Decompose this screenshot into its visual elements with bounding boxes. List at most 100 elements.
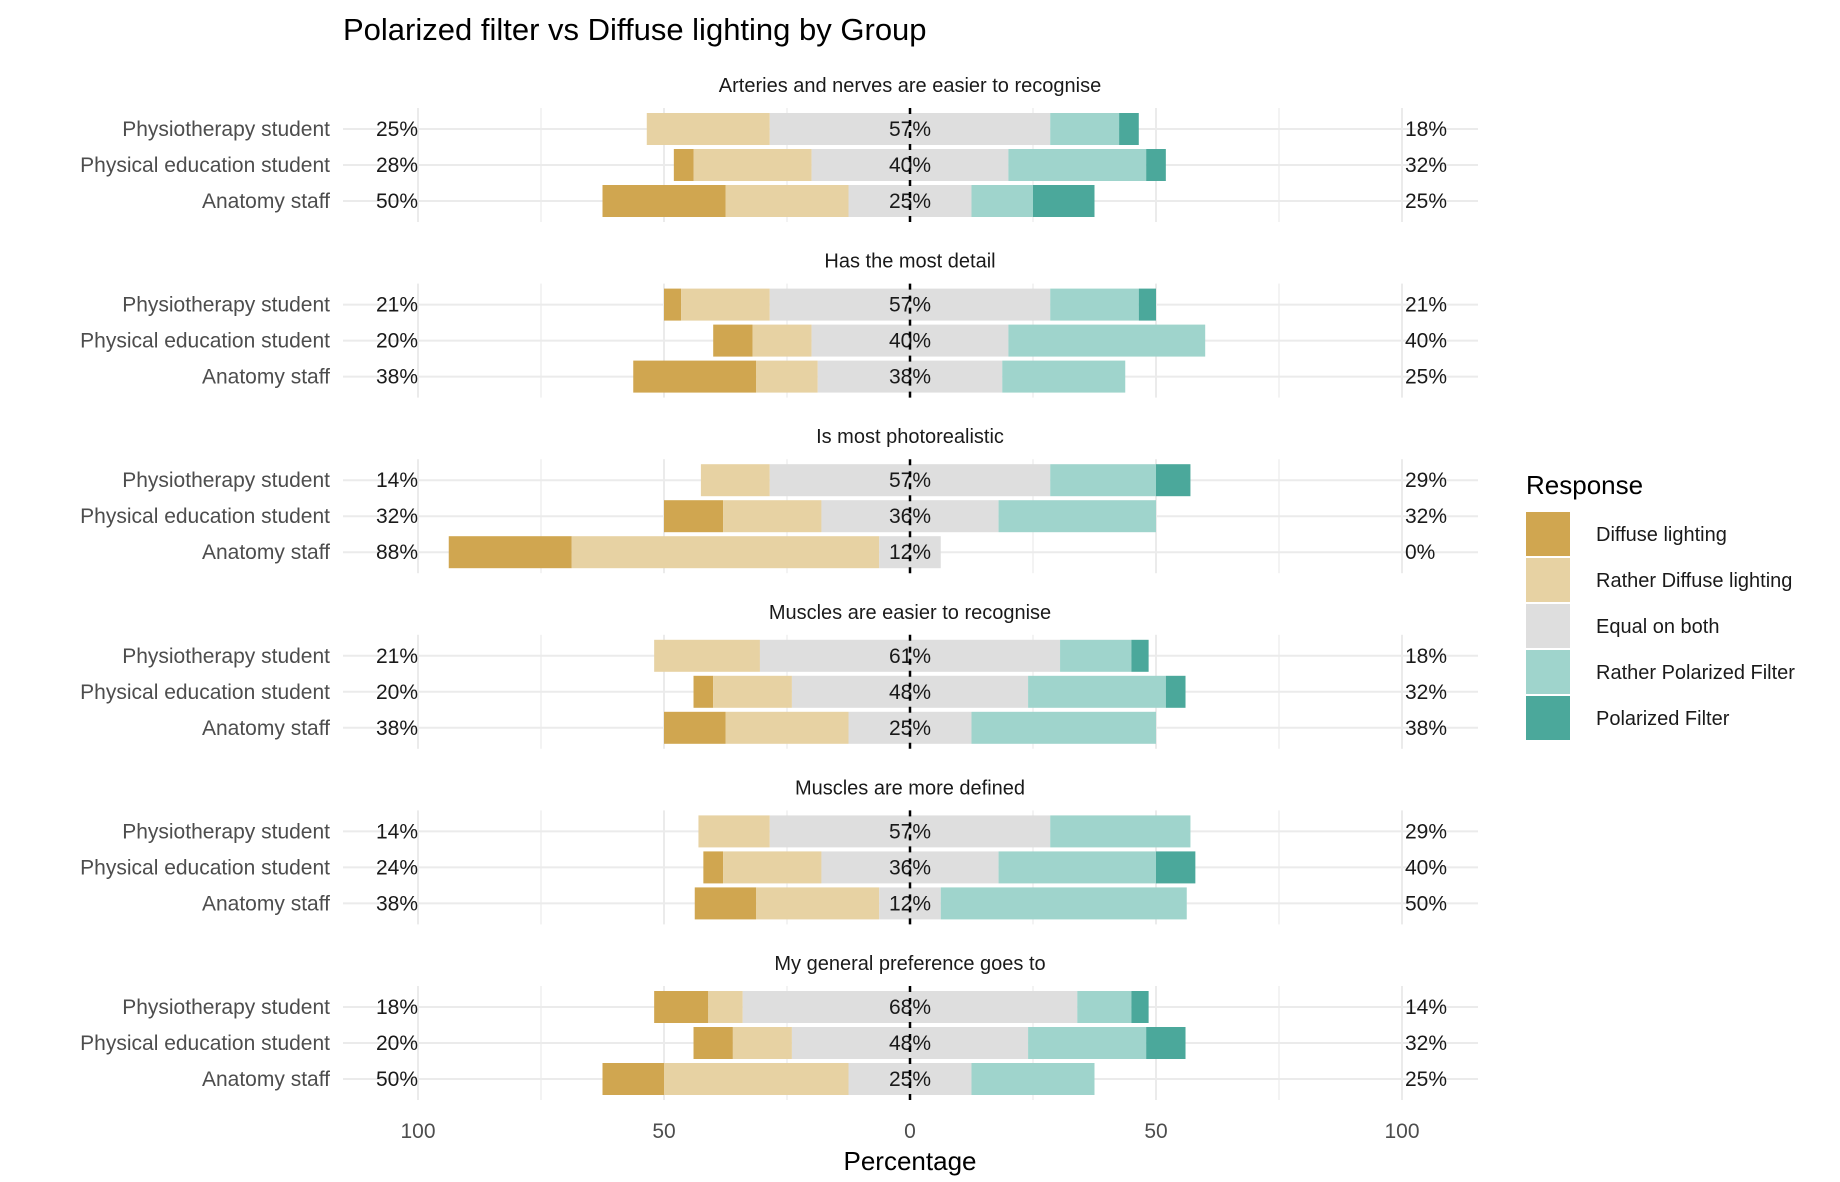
x-tick-label: 0	[904, 1120, 916, 1143]
left-pct-label: 50%	[376, 190, 418, 213]
x-tick-label: 50	[1144, 1120, 1167, 1143]
group-label: Anatomy staff	[202, 892, 330, 915]
x-tick-label: 100	[1384, 1120, 1419, 1143]
bar-segment	[633, 360, 757, 393]
bar-segment	[693, 1027, 733, 1059]
center-pct-label: 48%	[889, 681, 931, 704]
panel-title: Muscles are more defined	[795, 777, 1025, 799]
center-pct-label: 68%	[889, 996, 931, 1019]
bar-segment	[879, 536, 941, 569]
center-pct-label: 25%	[889, 1068, 931, 1091]
group-label: Anatomy staff	[202, 1068, 330, 1091]
bar-segment	[940, 887, 1187, 920]
bar-segment	[703, 851, 724, 884]
panel: Muscles are easier to recognise Physiothe…	[80, 602, 1478, 749]
bar-segment	[1077, 991, 1132, 1023]
chart-title: Polarized filter vs Diffuse lighting by …	[343, 12, 927, 47]
group-label: Physiotherapy student	[122, 645, 330, 668]
group-label: Anatomy staff	[202, 541, 330, 564]
right-pct-label: 40%	[1405, 330, 1447, 353]
right-pct-label: 38%	[1405, 717, 1447, 740]
bar-segment	[725, 185, 849, 217]
center-pct-label: 36%	[889, 856, 931, 879]
bar-segment	[723, 851, 822, 884]
bar-segment	[654, 639, 760, 672]
center-pct-label: 36%	[889, 505, 931, 528]
bar-segment	[1146, 1027, 1186, 1059]
bar-segment	[708, 991, 743, 1023]
bar-segment	[713, 324, 753, 357]
left-pct-label: 38%	[376, 366, 418, 389]
panel: My general preference goes to Physiothera…	[80, 953, 1478, 1100]
x-axis: 100 50 0 50 100	[400, 1120, 1419, 1143]
bar-segment	[664, 500, 724, 533]
right-pct-label: 32%	[1405, 681, 1447, 704]
bar-segment	[693, 675, 714, 708]
bar-segment	[602, 1063, 664, 1095]
bar-segment	[742, 991, 1078, 1023]
bar-segment	[769, 815, 1051, 848]
center-pct-label: 25%	[889, 717, 931, 740]
panel-title: Arteries and nerves are easier to recogn…	[719, 75, 1101, 97]
x-tick-label: 50	[652, 1120, 675, 1143]
bar-segment	[1156, 464, 1191, 497]
panel: Arteries and nerves are easier to recogn…	[80, 75, 1478, 222]
bar-segment	[1119, 113, 1139, 145]
left-pct-label: 38%	[376, 717, 418, 740]
bar-segment	[700, 464, 770, 497]
bar-segment	[971, 185, 1033, 217]
bar-segment	[571, 536, 880, 569]
bar-segment	[848, 185, 972, 217]
bar-segment	[1050, 288, 1139, 321]
bar-segment	[664, 711, 726, 744]
group-label: Physiotherapy student	[122, 996, 330, 1019]
bar-segment	[1146, 149, 1166, 181]
right-pct-label: 32%	[1405, 154, 1447, 177]
bar-segment	[791, 1027, 1029, 1059]
right-pct-label: 50%	[1405, 892, 1447, 915]
bar-segment	[1002, 360, 1126, 393]
center-pct-label: 57%	[889, 469, 931, 492]
x-tick-label: 100	[400, 1120, 435, 1143]
bar-segment	[694, 887, 757, 920]
group-label: Physiotherapy student	[122, 469, 330, 492]
bar-segment	[723, 500, 822, 533]
group-label: Physical education student	[80, 154, 330, 177]
right-pct-label: 18%	[1405, 645, 1447, 668]
left-pct-label: 14%	[376, 820, 418, 843]
bar-segment	[879, 887, 941, 920]
left-pct-label: 20%	[376, 1032, 418, 1055]
bar-segment	[654, 991, 709, 1023]
bar-segment	[1138, 288, 1156, 321]
bar-segment	[673, 149, 694, 181]
group-label: Anatomy staff	[202, 366, 330, 389]
bar-segment	[817, 360, 1003, 393]
bar-segment	[811, 324, 1009, 357]
chart-panels: Arteries and nerves are easier to recogn…	[80, 75, 1478, 1100]
legend-swatch	[1526, 558, 1570, 602]
right-pct-label: 14%	[1405, 996, 1447, 1019]
center-pct-label: 25%	[889, 190, 931, 213]
right-pct-label: 25%	[1405, 366, 1447, 389]
bar-segment	[756, 887, 880, 920]
legend-label: Diffuse lighting	[1596, 524, 1727, 546]
panel: Muscles are more defined Physiotherapy st…	[80, 777, 1478, 925]
center-pct-label: 40%	[889, 330, 931, 353]
center-pct-label: 12%	[889, 541, 931, 564]
panel-title: Muscles are easier to recognise	[769, 602, 1051, 624]
bar-segment	[791, 675, 1029, 708]
center-pct-label: 57%	[889, 294, 931, 317]
bar-segment	[1050, 815, 1191, 848]
bar-segment	[769, 288, 1051, 321]
group-label: Anatomy staff	[202, 717, 330, 740]
group-label: Anatomy staff	[202, 190, 330, 213]
bar-segment	[1028, 1027, 1147, 1059]
center-pct-label: 12%	[889, 892, 931, 915]
bar-segment	[998, 500, 1156, 533]
panel-title: Is most photorealistic	[816, 426, 1004, 448]
legend-label: Polarized Filter	[1596, 708, 1730, 730]
right-pct-label: 29%	[1405, 820, 1447, 843]
bar-segment	[698, 815, 770, 848]
bar-segment	[971, 711, 1156, 744]
